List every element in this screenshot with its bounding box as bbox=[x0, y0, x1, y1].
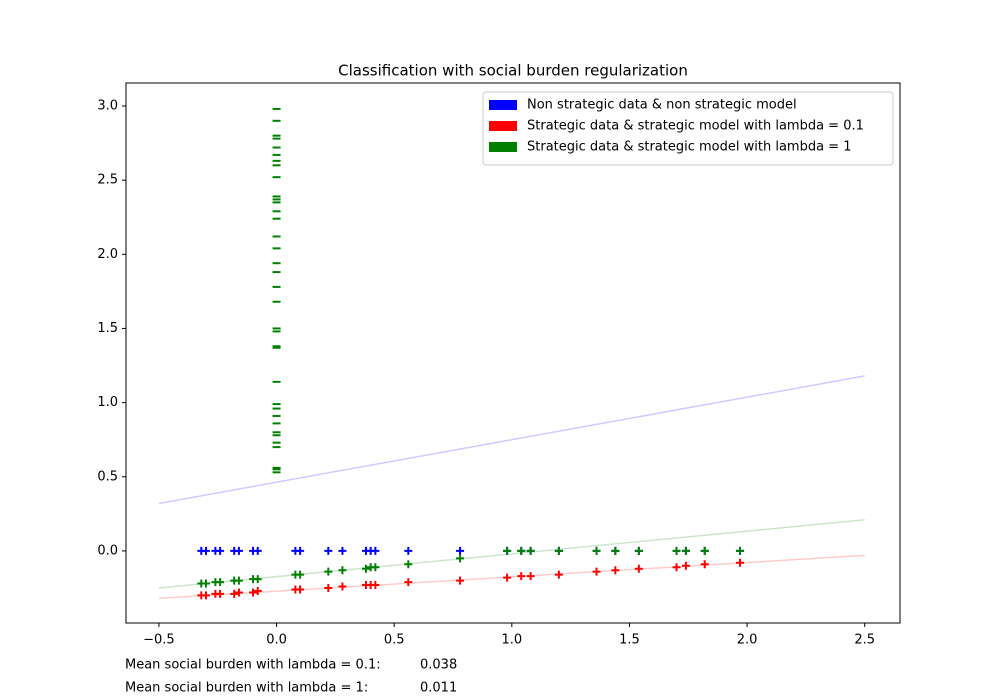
x-tick-label: 0.5 bbox=[384, 633, 405, 648]
fit-line bbox=[158, 519, 865, 589]
point bbox=[611, 546, 620, 555]
footer-label: Mean social burden with lambda = 1: bbox=[125, 681, 368, 696]
point bbox=[554, 546, 563, 555]
point bbox=[296, 546, 305, 555]
point bbox=[554, 570, 563, 579]
y-tick-label: 0.5 bbox=[97, 469, 118, 484]
x-tick-label: 2.0 bbox=[737, 633, 758, 648]
fit-line bbox=[158, 554, 865, 600]
point bbox=[234, 546, 243, 555]
point bbox=[456, 546, 465, 555]
point bbox=[672, 563, 681, 572]
point bbox=[371, 581, 380, 590]
point bbox=[736, 558, 745, 567]
point bbox=[526, 546, 535, 555]
point bbox=[361, 564, 370, 573]
point bbox=[736, 546, 745, 555]
point bbox=[503, 546, 512, 555]
fit-line bbox=[158, 375, 865, 505]
point bbox=[230, 589, 239, 598]
point bbox=[371, 546, 380, 555]
point bbox=[404, 546, 413, 555]
point bbox=[700, 560, 709, 569]
point bbox=[253, 586, 262, 595]
y-tick-label: 3.0 bbox=[97, 98, 118, 113]
legend-swatch bbox=[489, 142, 517, 152]
y-tick-label: 2.0 bbox=[97, 247, 118, 262]
y-tick-label: 2.5 bbox=[97, 173, 118, 188]
y-tick-label: 0.0 bbox=[97, 543, 118, 558]
point bbox=[700, 546, 709, 555]
point bbox=[324, 546, 333, 555]
point bbox=[324, 583, 333, 592]
x-tick-label: 1.0 bbox=[501, 633, 522, 648]
point bbox=[592, 546, 601, 555]
point bbox=[338, 566, 347, 575]
point bbox=[371, 563, 380, 572]
legend-label: Non strategic data & non strategic model bbox=[527, 98, 797, 113]
x-tick-label: 0.0 bbox=[266, 633, 287, 648]
footer-value: 0.011 bbox=[420, 681, 457, 696]
point bbox=[234, 576, 243, 585]
point bbox=[456, 576, 465, 585]
legend-box bbox=[482, 91, 894, 166]
point bbox=[253, 575, 262, 584]
point bbox=[681, 561, 690, 570]
footer-value: 0.038 bbox=[420, 658, 457, 673]
plot-frame bbox=[125, 82, 901, 624]
y-tick-label: 1.0 bbox=[97, 395, 118, 410]
legend-label: Strategic data & strategic model with la… bbox=[527, 140, 851, 155]
point bbox=[681, 546, 690, 555]
point bbox=[338, 546, 347, 555]
point bbox=[216, 589, 225, 598]
point bbox=[672, 546, 681, 555]
point bbox=[517, 572, 526, 581]
point bbox=[404, 560, 413, 569]
point bbox=[611, 566, 620, 575]
x-tick-label: 2.5 bbox=[854, 633, 875, 648]
point bbox=[526, 572, 535, 581]
x-tick-label: 1.5 bbox=[619, 633, 640, 648]
point bbox=[216, 546, 225, 555]
footer-label: Mean social burden with lambda = 0.1: bbox=[125, 658, 381, 673]
y-tick-label: 1.5 bbox=[97, 321, 118, 336]
point bbox=[249, 588, 258, 597]
point bbox=[592, 567, 601, 576]
legend-label: Strategic data & strategic model with la… bbox=[527, 119, 864, 134]
point bbox=[201, 591, 210, 600]
legend-swatch bbox=[489, 100, 517, 110]
point bbox=[201, 579, 210, 588]
x-tick-label: −0.5 bbox=[143, 633, 175, 648]
point bbox=[324, 567, 333, 576]
point bbox=[634, 564, 643, 573]
point bbox=[201, 546, 210, 555]
point bbox=[234, 588, 243, 597]
point bbox=[503, 573, 512, 582]
chart-title: Classification with social burden regula… bbox=[338, 62, 688, 80]
point bbox=[296, 585, 305, 594]
point bbox=[456, 554, 465, 563]
point bbox=[296, 570, 305, 579]
point bbox=[634, 546, 643, 555]
point bbox=[338, 582, 347, 591]
legend-swatch bbox=[489, 121, 517, 131]
point bbox=[253, 546, 262, 555]
point bbox=[517, 546, 526, 555]
point bbox=[404, 578, 413, 587]
point bbox=[216, 578, 225, 587]
